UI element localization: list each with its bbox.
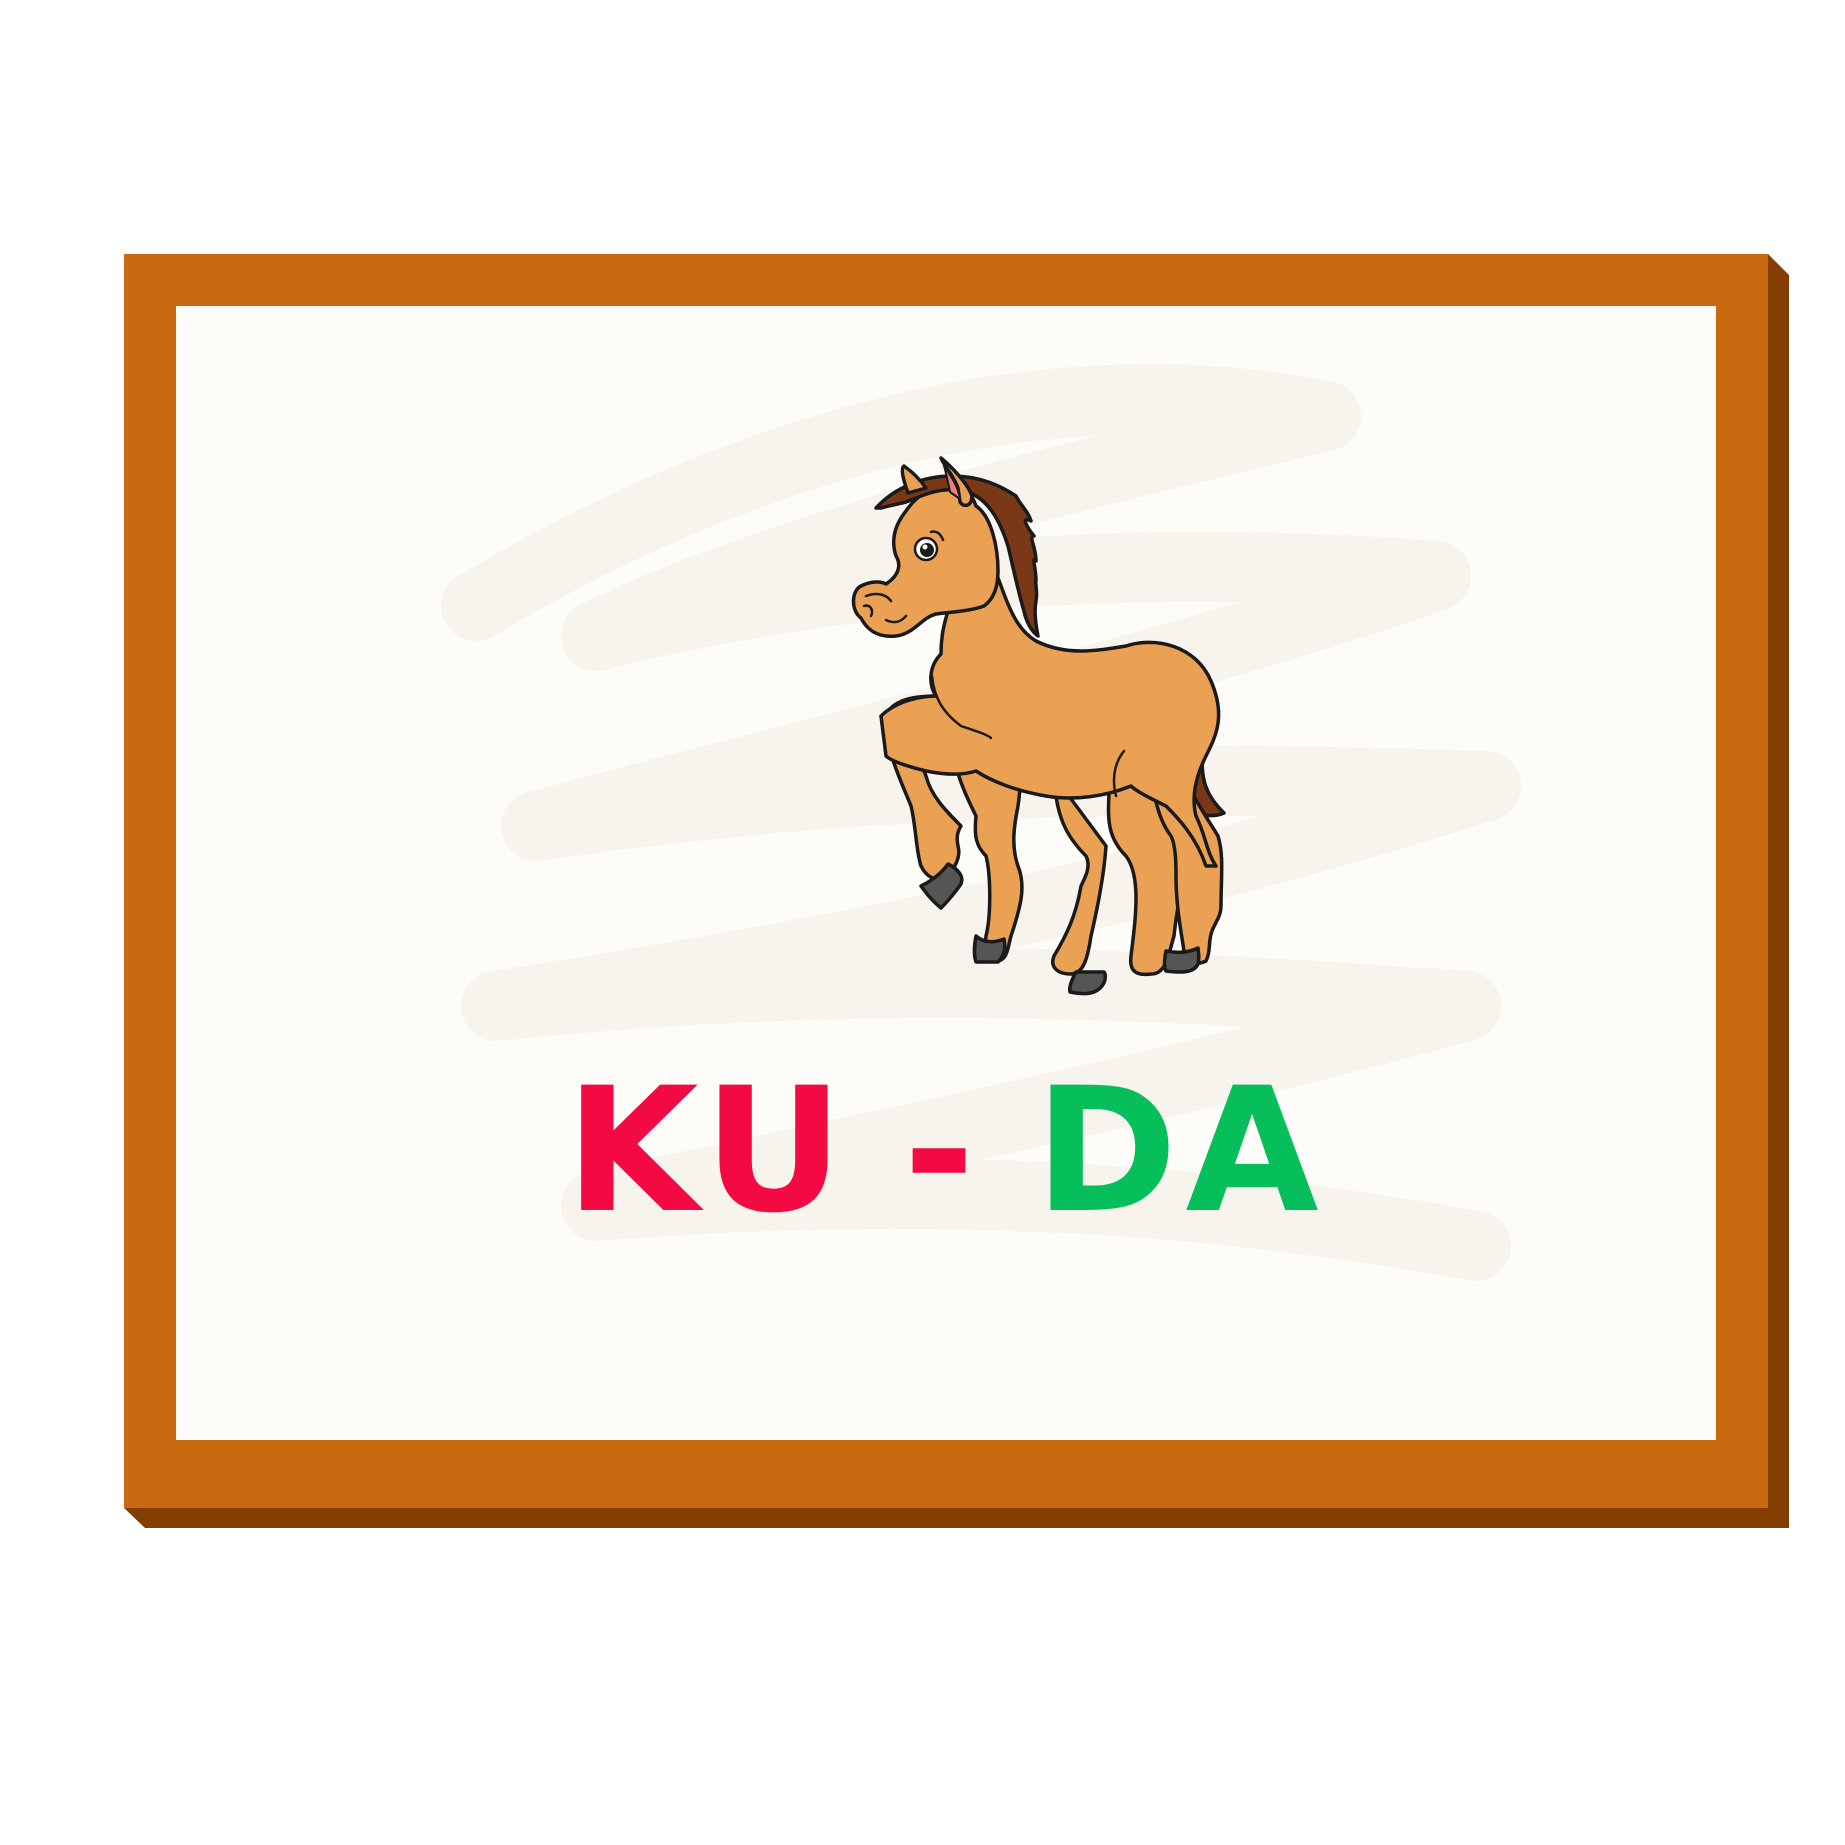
syllable-separator: - bbox=[903, 1050, 983, 1251]
second-syllable: DA bbox=[1034, 1050, 1327, 1251]
horse-icon bbox=[851, 456, 1226, 996]
first-syllable: KU bbox=[565, 1050, 852, 1251]
syllable-word: KU - DA bbox=[176, 1051, 1716, 1251]
flash-card: KU - DA bbox=[176, 306, 1716, 1440]
